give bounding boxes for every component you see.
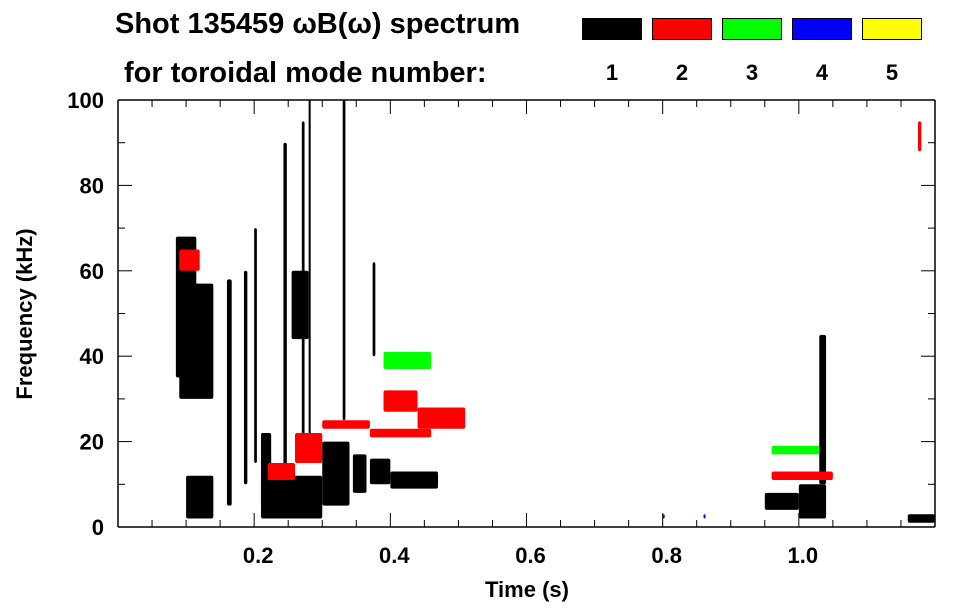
spectral-region-mode-1: [254, 228, 257, 463]
spectral-region-mode-1: [186, 475, 214, 519]
spectral-region-mode-2: [771, 471, 833, 481]
spectral-region-mode-1: [342, 100, 346, 421]
spectral-region-mode-1: [301, 121, 305, 442]
spectral-region-mode-1: [907, 514, 935, 523]
chart-subtitle: for toroidal mode number:: [124, 57, 487, 89]
spectral-region-mode-2: [295, 433, 323, 463]
legend-swatch-mode-3: [722, 18, 782, 40]
spectral-region-mode-2: [417, 407, 466, 429]
spectral-region-mode-2: [917, 121, 922, 152]
legend-label-mode-3: 3: [745, 60, 759, 85]
y-axis-label: Frequency (kHz): [12, 228, 37, 399]
legend-label-mode-1: 1: [605, 60, 619, 85]
spectral-region-mode-1: [798, 484, 827, 519]
legend-label-mode-2: 2: [675, 60, 689, 85]
spectral-region-mode-3: [771, 445, 820, 455]
y-tick-label: 60: [80, 259, 104, 284]
spectral-region-mode-1: [352, 454, 367, 493]
x-tick-label: 0.4: [379, 543, 410, 568]
spectral-region-mode-1: [283, 142, 287, 485]
x-tick-label: 0.8: [651, 543, 682, 568]
spectral-region-mode-1: [291, 270, 309, 340]
spectral-region-mode-1: [369, 458, 391, 485]
legend-swatch-mode-1: [582, 18, 642, 40]
spectral-region-mode-2: [179, 249, 200, 271]
spectral-region-mode-3: [383, 351, 432, 370]
spectral-region-mode-2: [267, 462, 296, 481]
legend-label-mode-5: 5: [885, 60, 899, 85]
spectral-region-mode-1: [226, 279, 232, 506]
legend-swatch-mode-2: [652, 18, 712, 40]
spectral-region-mode-1: [179, 283, 214, 399]
spectral-region-mode-1: [322, 441, 350, 506]
legend-label-mode-4: 4: [815, 60, 829, 85]
legend-swatch-mode-4: [792, 18, 852, 40]
x-tick-label: 0.2: [243, 543, 274, 568]
spectral-region-mode-1: [372, 262, 376, 357]
spectral-region-mode-1: [260, 475, 323, 519]
y-tick-label: 0: [92, 515, 104, 540]
spectral-region-mode-4: [662, 514, 665, 519]
spectral-region-mode-1: [764, 492, 799, 510]
spectral-region-mode-2: [322, 420, 370, 429]
x-tick-label: 0.6: [515, 543, 546, 568]
y-tick-label: 20: [80, 430, 104, 455]
chart-title: Shot 135459 ωB(ω) spectrum: [115, 8, 521, 40]
x-axis-label: Time (s): [485, 577, 569, 602]
spectral-region-mode-1: [819, 334, 827, 485]
x-tick-label: 1.0: [788, 543, 819, 568]
y-tick-label: 80: [80, 173, 104, 198]
spectral-region-mode-1: [308, 100, 311, 442]
spectral-region-mode-1: [243, 270, 248, 485]
spectral-region-mode-1: [260, 433, 272, 506]
y-tick-label: 40: [80, 344, 104, 369]
spectral-region-mode-1: [390, 471, 438, 489]
spectral-region-mode-4: [703, 514, 706, 519]
legend-swatch-mode-5: [862, 18, 922, 40]
y-tick-label: 100: [67, 88, 104, 113]
spectral-region-mode-2: [369, 428, 432, 438]
spectral-region-mode-2: [383, 390, 418, 412]
